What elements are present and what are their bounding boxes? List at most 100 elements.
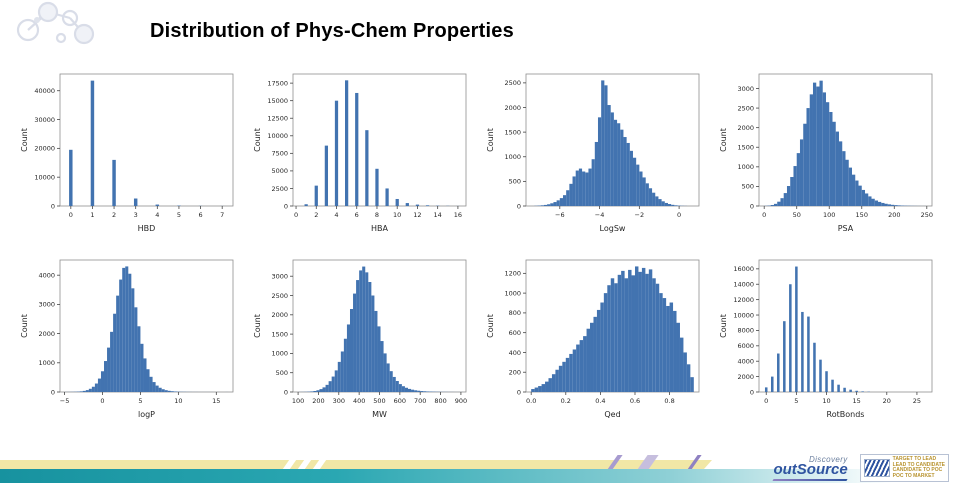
svg-text:100: 100 <box>292 397 304 405</box>
svg-text:0.4: 0.4 <box>595 397 605 405</box>
svg-text:2: 2 <box>112 211 116 219</box>
svg-text:900: 900 <box>455 397 467 405</box>
svg-text:Count: Count <box>20 128 29 152</box>
chart-hba: 0 2500 5000 7500 10000 12500 15000 17500 0 2 4 6 8 10… <box>249 66 475 236</box>
svg-text:17500: 17500 <box>267 79 288 87</box>
svg-text:15000: 15000 <box>267 97 288 105</box>
svg-text:16000: 16000 <box>733 265 754 273</box>
svg-text:600: 600 <box>394 397 406 405</box>
svg-text:6000: 6000 <box>737 342 754 350</box>
svg-text:Count: Count <box>486 314 495 338</box>
svg-text:0: 0 <box>100 397 104 405</box>
svg-text:2500: 2500 <box>504 79 521 87</box>
svg-text:5: 5 <box>794 397 798 405</box>
svg-text:500: 500 <box>276 369 288 377</box>
logo-underline-decoration <box>772 479 849 481</box>
svg-text:4000: 4000 <box>38 271 55 279</box>
svg-text:0: 0 <box>750 388 754 396</box>
svg-text:4000: 4000 <box>737 358 754 366</box>
footer-flag-logo: Target to Lead Lead to Candidate Candida… <box>859 454 949 482</box>
svg-text:25: 25 <box>913 397 921 405</box>
svg-text:2000: 2000 <box>504 104 521 112</box>
svg-text:200: 200 <box>312 397 324 405</box>
svg-text:20000: 20000 <box>34 145 55 153</box>
svg-text:1500: 1500 <box>271 330 288 338</box>
svg-text:0: 0 <box>677 211 681 219</box>
svg-text:10000: 10000 <box>267 132 288 140</box>
tagline-line: Lead to Candidate <box>892 461 945 468</box>
svg-text:7: 7 <box>220 211 224 219</box>
footer-taglines: Target to Lead Lead to Candidate Candida… <box>892 456 945 479</box>
svg-text:700: 700 <box>414 397 426 405</box>
svg-text:2500: 2500 <box>271 292 288 300</box>
svg-text:200: 200 <box>509 369 521 377</box>
svg-text:200: 200 <box>888 211 900 219</box>
svg-text:Qed: Qed <box>604 410 620 419</box>
svg-text:20: 20 <box>883 397 891 405</box>
svg-text:400: 400 <box>353 397 365 405</box>
footer-yellow-band <box>0 460 712 469</box>
svg-text:0: 0 <box>294 211 298 219</box>
svg-text:50: 50 <box>793 211 801 219</box>
svg-text:Count: Count <box>486 128 495 152</box>
page-title: Distribution of Phys-Chem Properties <box>150 20 514 42</box>
svg-text:−2: −2 <box>635 211 645 219</box>
footer-teal-band <box>0 469 959 483</box>
svg-text:0: 0 <box>517 202 521 210</box>
svg-text:4: 4 <box>334 211 338 219</box>
svg-text:7500: 7500 <box>271 150 288 158</box>
svg-text:3000: 3000 <box>271 273 288 281</box>
chart-psa: 0 500 1000 1500 2000 2500 3000 0 50 100 150 200 250 P… <box>715 66 941 236</box>
svg-text:0.6: 0.6 <box>630 397 640 405</box>
svg-text:2000: 2000 <box>737 373 754 381</box>
svg-text:12: 12 <box>413 211 421 219</box>
discovery-outsource-logo: Discovery outSource <box>772 455 849 482</box>
svg-text:800: 800 <box>509 309 521 317</box>
svg-text:400: 400 <box>509 349 521 357</box>
svg-text:40000: 40000 <box>34 87 55 95</box>
svg-text:0: 0 <box>284 388 288 396</box>
footer-logos: Discovery outSource Target to Lead Lead … <box>772 454 949 482</box>
svg-text:Count: Count <box>253 128 262 152</box>
svg-text:6: 6 <box>198 211 202 219</box>
svg-text:12000: 12000 <box>733 296 754 304</box>
svg-text:0: 0 <box>762 211 766 219</box>
svg-text:−5: −5 <box>60 397 70 405</box>
svg-text:100: 100 <box>823 211 835 219</box>
logo-discovery-text: Discovery <box>808 455 848 464</box>
svg-text:2: 2 <box>314 211 318 219</box>
svg-text:PSA: PSA <box>838 224 854 233</box>
svg-text:10000: 10000 <box>34 173 55 181</box>
svg-text:5000: 5000 <box>271 167 288 175</box>
chart-logsw: 0 500 1000 1500 2000 2500 −6 −4 −2 0 LogSw Count <box>482 66 708 236</box>
svg-text:800: 800 <box>434 397 446 405</box>
svg-text:250: 250 <box>921 211 933 219</box>
svg-text:LogSw: LogSw <box>600 224 626 233</box>
svg-text:10: 10 <box>174 397 182 405</box>
chart-hbd: 0 10000 20000 30000 40000 0 1 2 3 4 5 6 7 HBD Count <box>16 66 242 236</box>
svg-text:2000: 2000 <box>737 124 754 132</box>
svg-text:15: 15 <box>853 397 861 405</box>
svg-text:0.8: 0.8 <box>664 397 674 405</box>
svg-text:1000: 1000 <box>737 163 754 171</box>
chart-qed: 0 200 400 600 800 1000 1200 0.0 0.2 0.4 0.6 0.8 Qed C… <box>482 252 708 422</box>
svg-text:0.2: 0.2 <box>561 397 571 405</box>
svg-text:Count: Count <box>719 314 728 338</box>
svg-text:500: 500 <box>509 178 521 186</box>
svg-text:1000: 1000 <box>504 153 521 161</box>
svg-text:3: 3 <box>134 211 138 219</box>
svg-text:0: 0 <box>69 211 73 219</box>
svg-text:MW: MW <box>372 410 387 419</box>
svg-text:3000: 3000 <box>38 301 55 309</box>
svg-text:500: 500 <box>742 183 754 191</box>
svg-text:HBD: HBD <box>138 224 156 233</box>
svg-text:16: 16 <box>454 211 462 219</box>
svg-text:2000: 2000 <box>271 311 288 319</box>
svg-text:0: 0 <box>284 202 288 210</box>
svg-text:RotBonds: RotBonds <box>827 410 865 419</box>
svg-text:30000: 30000 <box>34 116 55 124</box>
svg-text:0: 0 <box>51 388 55 396</box>
svg-text:1200: 1200 <box>504 270 521 278</box>
tagline-line: PoC to Market <box>892 472 935 479</box>
